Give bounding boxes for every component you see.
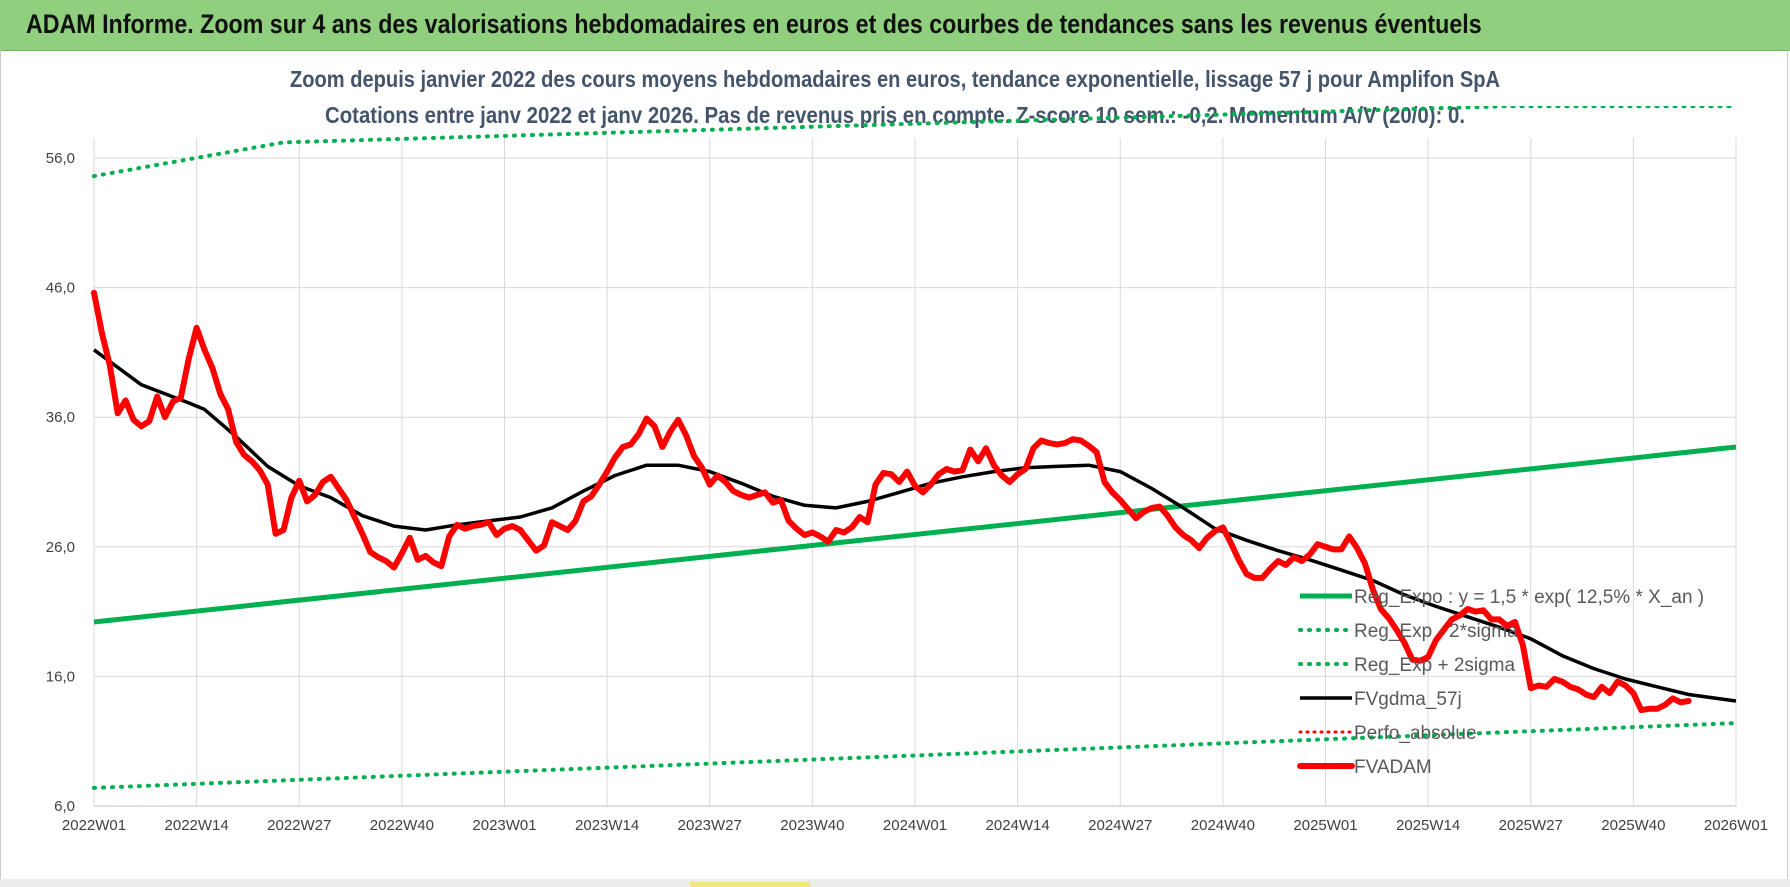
series-line-reg-exp-2sigma xyxy=(92,106,1738,179)
x-tick-label: 2023W01 xyxy=(472,817,536,834)
x-tick-label: 2026W01 xyxy=(1704,817,1768,834)
x-tick-label: 2025W01 xyxy=(1293,817,1357,834)
x-tick-label: 2025W14 xyxy=(1396,817,1460,834)
x-tick-label: 2024W01 xyxy=(883,817,947,834)
y-tick-label: 26,0 xyxy=(46,539,75,556)
x-tick-label: 2022W27 xyxy=(267,817,331,834)
header-banner: ADAM Informe. Zoom sur 4 ans des valoris… xyxy=(0,0,1790,51)
x-axis: 2022W01 2022W14 2022W27 2022W40 2023W01 2023W… xyxy=(62,817,1768,834)
x-tick-label: 2022W14 xyxy=(165,817,229,834)
y-tick-label: 16,0 xyxy=(46,668,75,685)
legend-label: FVADAM xyxy=(1354,757,1432,778)
bottom-strip xyxy=(0,879,1790,887)
chart: Zoom depuis janvier 2022 des cours moyen… xyxy=(46,66,1768,834)
y-tick-label: 6,0 xyxy=(54,798,75,815)
series xyxy=(91,106,1738,790)
legend-label: Perfo_absolue xyxy=(1354,723,1477,744)
x-tick-label: 2022W40 xyxy=(370,817,434,834)
x-tick-label: 2025W27 xyxy=(1499,817,1563,834)
legend-label: Reg_Expo : y = 1,5 * exp( 12,5% * X_an ) xyxy=(1354,587,1704,608)
y-axis: 56,0 46,0 36,0 26,0 16,0 6,0 xyxy=(46,150,75,815)
bottom-mark xyxy=(690,882,810,887)
legend-label: Reg_Exp - 2*sigma xyxy=(1354,621,1518,642)
x-tick-label: 2023W27 xyxy=(678,817,742,834)
y-tick-label: 46,0 xyxy=(46,280,75,297)
legend: Reg_Expo : y = 1,5 * exp( 12,5% * X_an )… xyxy=(1297,587,1704,778)
x-tick-label: 2023W14 xyxy=(575,817,639,834)
chart-subtitle: Cotations entre janv 2022 et janv 2026. … xyxy=(325,102,1465,128)
x-tick-label: 2024W27 xyxy=(1088,817,1152,834)
legend-label: Reg_Exp + 2sigma xyxy=(1354,655,1515,676)
y-tick-label: 56,0 xyxy=(46,150,75,167)
x-tick-label: 2022W01 xyxy=(62,817,126,834)
page-title: ADAM Informe. Zoom sur 4 ans des valoris… xyxy=(26,9,1482,39)
x-tick-label: 2023W40 xyxy=(780,817,844,834)
series-line-reg-expo-y-1-5-exp-12-5- xyxy=(93,444,1737,625)
series-line-reg-exp-2-sigma xyxy=(92,721,1738,790)
x-tick-label: 2024W14 xyxy=(986,817,1050,834)
x-tick-label: 2024W40 xyxy=(1191,817,1255,834)
y-tick-label: 36,0 xyxy=(46,409,75,426)
series-line-fvadam xyxy=(91,289,1692,714)
chart-title: Zoom depuis janvier 2022 des cours moyen… xyxy=(290,66,1500,92)
legend-label: FVgdma_57j xyxy=(1354,689,1462,710)
x-tick-label: 2025W40 xyxy=(1601,817,1665,834)
